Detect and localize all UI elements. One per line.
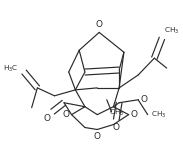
Text: H$_3$C: H$_3$C [3,64,18,74]
Text: O: O [63,110,70,119]
Text: O: O [94,132,101,141]
Text: CH$_3$: CH$_3$ [152,110,167,120]
Text: CH$_3$: CH$_3$ [164,26,179,36]
Text: CH$_3$: CH$_3$ [109,108,124,118]
Text: O: O [44,114,51,123]
Text: O: O [113,123,120,132]
Text: O: O [96,20,103,29]
Text: O: O [140,95,147,104]
Text: O: O [130,110,138,119]
